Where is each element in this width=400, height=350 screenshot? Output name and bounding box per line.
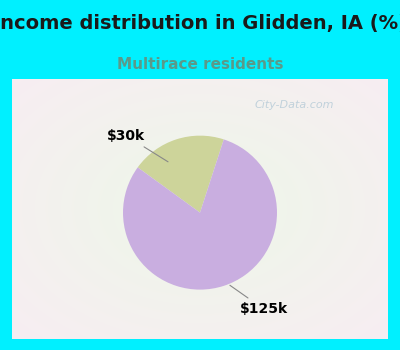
Wedge shape xyxy=(123,139,277,289)
Text: Multirace residents: Multirace residents xyxy=(117,57,283,72)
Wedge shape xyxy=(138,136,224,212)
Text: $125k: $125k xyxy=(230,285,288,316)
Text: Income distribution in Glidden, IA (%): Income distribution in Glidden, IA (%) xyxy=(0,14,400,33)
Text: $30k: $30k xyxy=(107,129,168,162)
Text: City-Data.com: City-Data.com xyxy=(254,100,334,110)
